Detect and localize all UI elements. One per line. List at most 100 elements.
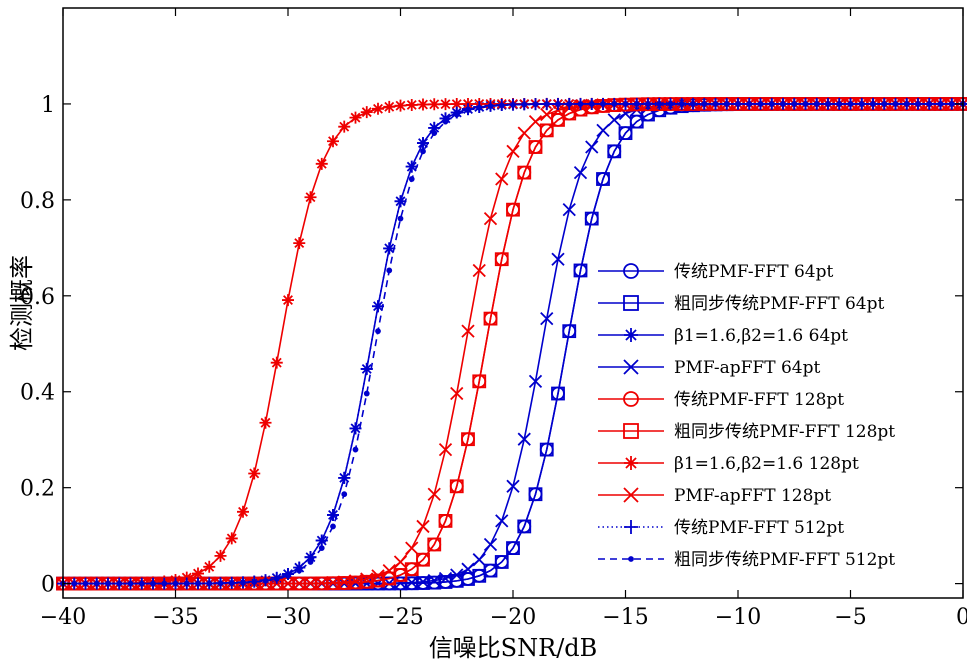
series-line [62, 103, 963, 585]
data-point [405, 98, 418, 111]
data-point [903, 101, 910, 107]
data-point [315, 157, 328, 170]
data-point [528, 114, 543, 129]
data-point [307, 559, 314, 565]
data-point [618, 126, 633, 141]
series-10 [60, 101, 966, 587]
data-point [405, 541, 419, 555]
y-tick-label: 0.2 [20, 477, 55, 502]
data-point [318, 545, 325, 551]
data-point [881, 101, 888, 107]
data-point [607, 144, 622, 159]
data-point [690, 101, 696, 107]
data-point [225, 532, 238, 545]
data-point [327, 135, 339, 148]
data-point [588, 101, 595, 107]
data-point [483, 563, 498, 578]
y-tick-label: 1 [41, 93, 55, 118]
data-point [150, 580, 156, 587]
legend-entry: 粗同步传统PMF-FFT 128pt [598, 422, 895, 442]
data-point [438, 514, 453, 528]
x-tick-label: −35 [152, 605, 198, 630]
legend-entry: 传统PMF-FFT 512pt [598, 518, 844, 538]
data-point [360, 572, 374, 586]
legend-label: PMF-apFFT 128pt [674, 486, 831, 506]
data-point [405, 575, 419, 590]
ticks-layer: −40 −35 −30 −25 −20 −15 −10 −5 0 0 0.2 0.4 0.6 0.8 1 [20, 8, 967, 630]
data-point [453, 111, 460, 118]
data-point [495, 514, 509, 528]
data-point [416, 519, 430, 534]
data-point [442, 118, 449, 125]
legend-entry: 粗同步传统PMF-FFT 512pt [598, 550, 895, 570]
y-tick-label: 0 [41, 573, 55, 598]
legend-marker [624, 520, 638, 534]
data-point [416, 575, 430, 589]
data-point [506, 541, 520, 555]
data-point [678, 101, 685, 107]
data-point [656, 101, 663, 107]
data-point [585, 140, 599, 154]
data-point [629, 114, 644, 129]
data-point [304, 191, 317, 204]
data-point [172, 580, 179, 587]
data-point [633, 101, 640, 107]
data-point [315, 576, 329, 590]
legend-marker [623, 391, 639, 407]
x-axis-label: 信噪比SNR/dB [429, 634, 598, 662]
data-point [371, 569, 385, 583]
data-point [517, 126, 531, 140]
data-point [416, 552, 430, 567]
x-tick-label: −5 [834, 605, 866, 630]
data-point [498, 102, 505, 109]
data-point [539, 442, 554, 457]
data-point [203, 560, 216, 573]
data-point [450, 98, 463, 111]
legend-entry: PMF-apFFT 128pt [598, 486, 831, 506]
data-point [562, 324, 577, 339]
data-point [214, 549, 227, 562]
data-point [296, 567, 303, 574]
legend-marker [623, 423, 639, 439]
data-point [870, 101, 876, 107]
data-point [566, 101, 573, 107]
data-point [330, 523, 336, 530]
data-point [393, 555, 408, 569]
data-point [461, 324, 475, 338]
data-point [521, 101, 528, 108]
data-point [303, 576, 318, 590]
data-point [427, 573, 441, 588]
data-point [273, 576, 280, 582]
y-tick-label: 0.6 [20, 285, 55, 310]
data-point [562, 203, 576, 217]
legend-entry: 传统PMF-FFT 64pt [598, 262, 833, 282]
data-point [183, 580, 190, 587]
data-point [408, 176, 415, 182]
x-tick-label: −10 [715, 605, 761, 630]
data-point [517, 519, 532, 534]
data-point [217, 580, 224, 587]
legend-entry: β1=1.6,β2=1.6 128pt [598, 454, 859, 474]
data-point [528, 374, 543, 388]
data-point [757, 101, 764, 107]
data-point [282, 294, 294, 307]
data-point [539, 123, 554, 138]
data-point [472, 263, 486, 278]
data-point [915, 101, 921, 107]
legend-marker [628, 556, 634, 562]
data-point [813, 101, 820, 107]
legend-entry: PMF-apFFT 64pt [598, 358, 820, 378]
x-tick-label: −25 [377, 605, 423, 630]
data-point [394, 99, 407, 112]
data-point [487, 103, 494, 110]
data-point [420, 148, 426, 155]
data-point [71, 580, 78, 587]
data-point [360, 106, 373, 119]
legend-marker [623, 263, 639, 279]
data-point [577, 101, 584, 107]
legend-label: PMF-apFFT 64pt [674, 358, 820, 378]
data-point [517, 432, 531, 446]
legend-label: β1=1.6,β2=1.6 128pt [674, 454, 859, 474]
data-point [472, 553, 486, 567]
data-point [281, 576, 295, 591]
